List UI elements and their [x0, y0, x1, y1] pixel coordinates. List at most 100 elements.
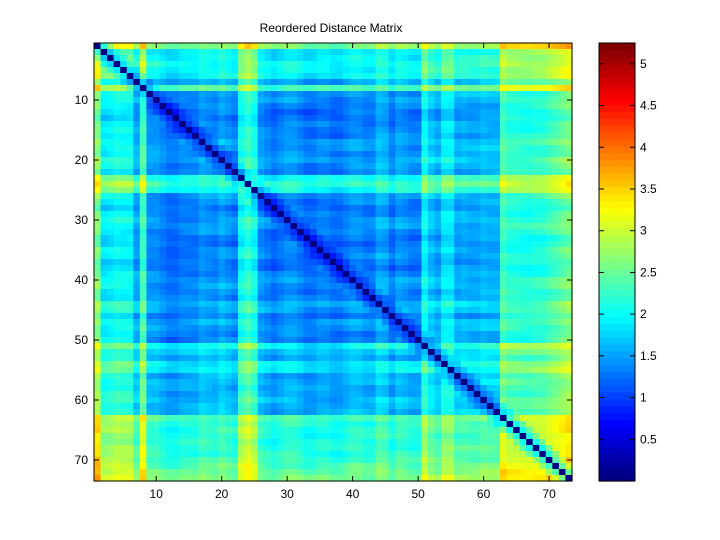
heatmap-cell	[539, 403, 547, 410]
heatmap-cell	[329, 145, 337, 152]
heatmap-cell	[205, 379, 213, 386]
heatmap-cell	[480, 343, 488, 350]
heatmap-cell	[454, 241, 462, 248]
heatmap-cell	[434, 91, 442, 98]
heatmap-cell	[283, 331, 292, 338]
heatmap-cell	[460, 151, 468, 158]
heatmap-cell	[414, 73, 422, 80]
heatmap-cell	[342, 265, 350, 272]
heatmap-cell	[513, 259, 521, 266]
heatmap-cell	[218, 373, 226, 380]
heatmap-cell	[506, 49, 514, 56]
heatmap-cell	[467, 175, 475, 182]
heatmap-cell	[447, 271, 455, 278]
heatmap-cell	[179, 205, 187, 212]
heatmap-cell	[526, 319, 534, 326]
heatmap-cell	[539, 427, 547, 434]
heatmap-cell	[303, 319, 311, 326]
heatmap-cell	[152, 223, 161, 230]
heatmap-cell	[198, 199, 206, 206]
heatmap-cell	[257, 337, 265, 344]
heatmap-cell	[270, 361, 278, 368]
heatmap-cell	[467, 43, 475, 50]
heatmap-cell	[120, 211, 128, 218]
heatmap-cell	[362, 127, 370, 134]
heatmap-cell	[120, 289, 128, 296]
heatmap-cell	[120, 397, 128, 404]
heatmap-cell	[441, 223, 449, 230]
heatmap-cell	[100, 415, 108, 422]
heatmap-cell	[257, 403, 265, 410]
heatmap-cell	[113, 265, 121, 272]
heatmap-cell	[290, 313, 298, 320]
heatmap-cell	[296, 133, 305, 140]
heatmap-cell	[558, 145, 567, 152]
heatmap-cell	[467, 211, 475, 218]
heatmap-cell	[565, 163, 573, 170]
heatmap-cell	[303, 55, 311, 62]
heatmap-cell	[94, 451, 102, 458]
heatmap-cell	[454, 67, 462, 74]
heatmap-cell	[251, 289, 259, 296]
heatmap-cell	[238, 391, 246, 398]
heatmap-cell	[179, 133, 187, 140]
heatmap-cell	[545, 205, 553, 212]
heatmap-cell	[316, 289, 324, 296]
heatmap-cell	[395, 235, 403, 242]
heatmap-cell	[211, 409, 220, 416]
heatmap-cell	[251, 199, 259, 206]
heatmap-cell	[473, 229, 481, 236]
heatmap-cell	[159, 349, 167, 356]
heatmap-cell	[519, 271, 527, 278]
heatmap-cell	[94, 295, 102, 302]
heatmap-cell	[126, 193, 134, 200]
heatmap-cell	[107, 331, 115, 338]
heatmap-cell	[447, 349, 455, 356]
heatmap-cell	[257, 451, 265, 458]
heatmap-cell	[251, 145, 259, 152]
heatmap-cell	[552, 241, 560, 248]
heatmap-cell	[480, 193, 488, 200]
heatmap-cell	[473, 157, 481, 164]
heatmap-cell	[172, 415, 180, 422]
heatmap-cell	[493, 127, 501, 134]
heatmap-cell	[329, 427, 337, 434]
heatmap-cell	[270, 97, 278, 104]
heatmap-cell	[480, 361, 488, 368]
heatmap-cell	[473, 133, 481, 140]
heatmap-cell	[506, 247, 514, 254]
heatmap-cell	[486, 421, 495, 428]
heatmap-cell	[139, 175, 147, 182]
heatmap-cell	[467, 181, 475, 188]
heatmap-cell	[362, 385, 370, 392]
heatmap-cell	[382, 355, 390, 362]
heatmap-cell	[310, 427, 318, 434]
heatmap-cell	[120, 103, 128, 110]
heatmap-cell	[211, 187, 220, 194]
heatmap-cell	[211, 121, 220, 128]
heatmap-cell	[532, 157, 540, 164]
heatmap-cell	[120, 181, 128, 188]
heatmap-cell	[113, 205, 121, 212]
heatmap-cell	[499, 427, 508, 434]
heatmap-cell	[113, 193, 121, 200]
heatmap-cell	[486, 235, 495, 242]
heatmap-cell	[375, 271, 383, 278]
heatmap-cell	[434, 283, 442, 290]
heatmap-cell	[224, 67, 233, 74]
heatmap-cell	[558, 55, 567, 62]
heatmap-cell	[408, 325, 416, 332]
heatmap-cell	[414, 139, 422, 146]
heatmap-cell	[382, 343, 390, 350]
heatmap-cell	[270, 133, 278, 140]
heatmap-cell	[270, 349, 278, 356]
heatmap-cell	[126, 325, 134, 332]
heatmap-cell	[539, 259, 547, 266]
heatmap-cell	[519, 187, 527, 194]
heatmap-cell	[558, 193, 567, 200]
heatmap-cell	[526, 169, 534, 176]
heatmap-cell	[192, 85, 200, 92]
heatmap-cell	[473, 397, 481, 404]
heatmap-cell	[198, 145, 206, 152]
heatmap-cell	[434, 151, 442, 158]
